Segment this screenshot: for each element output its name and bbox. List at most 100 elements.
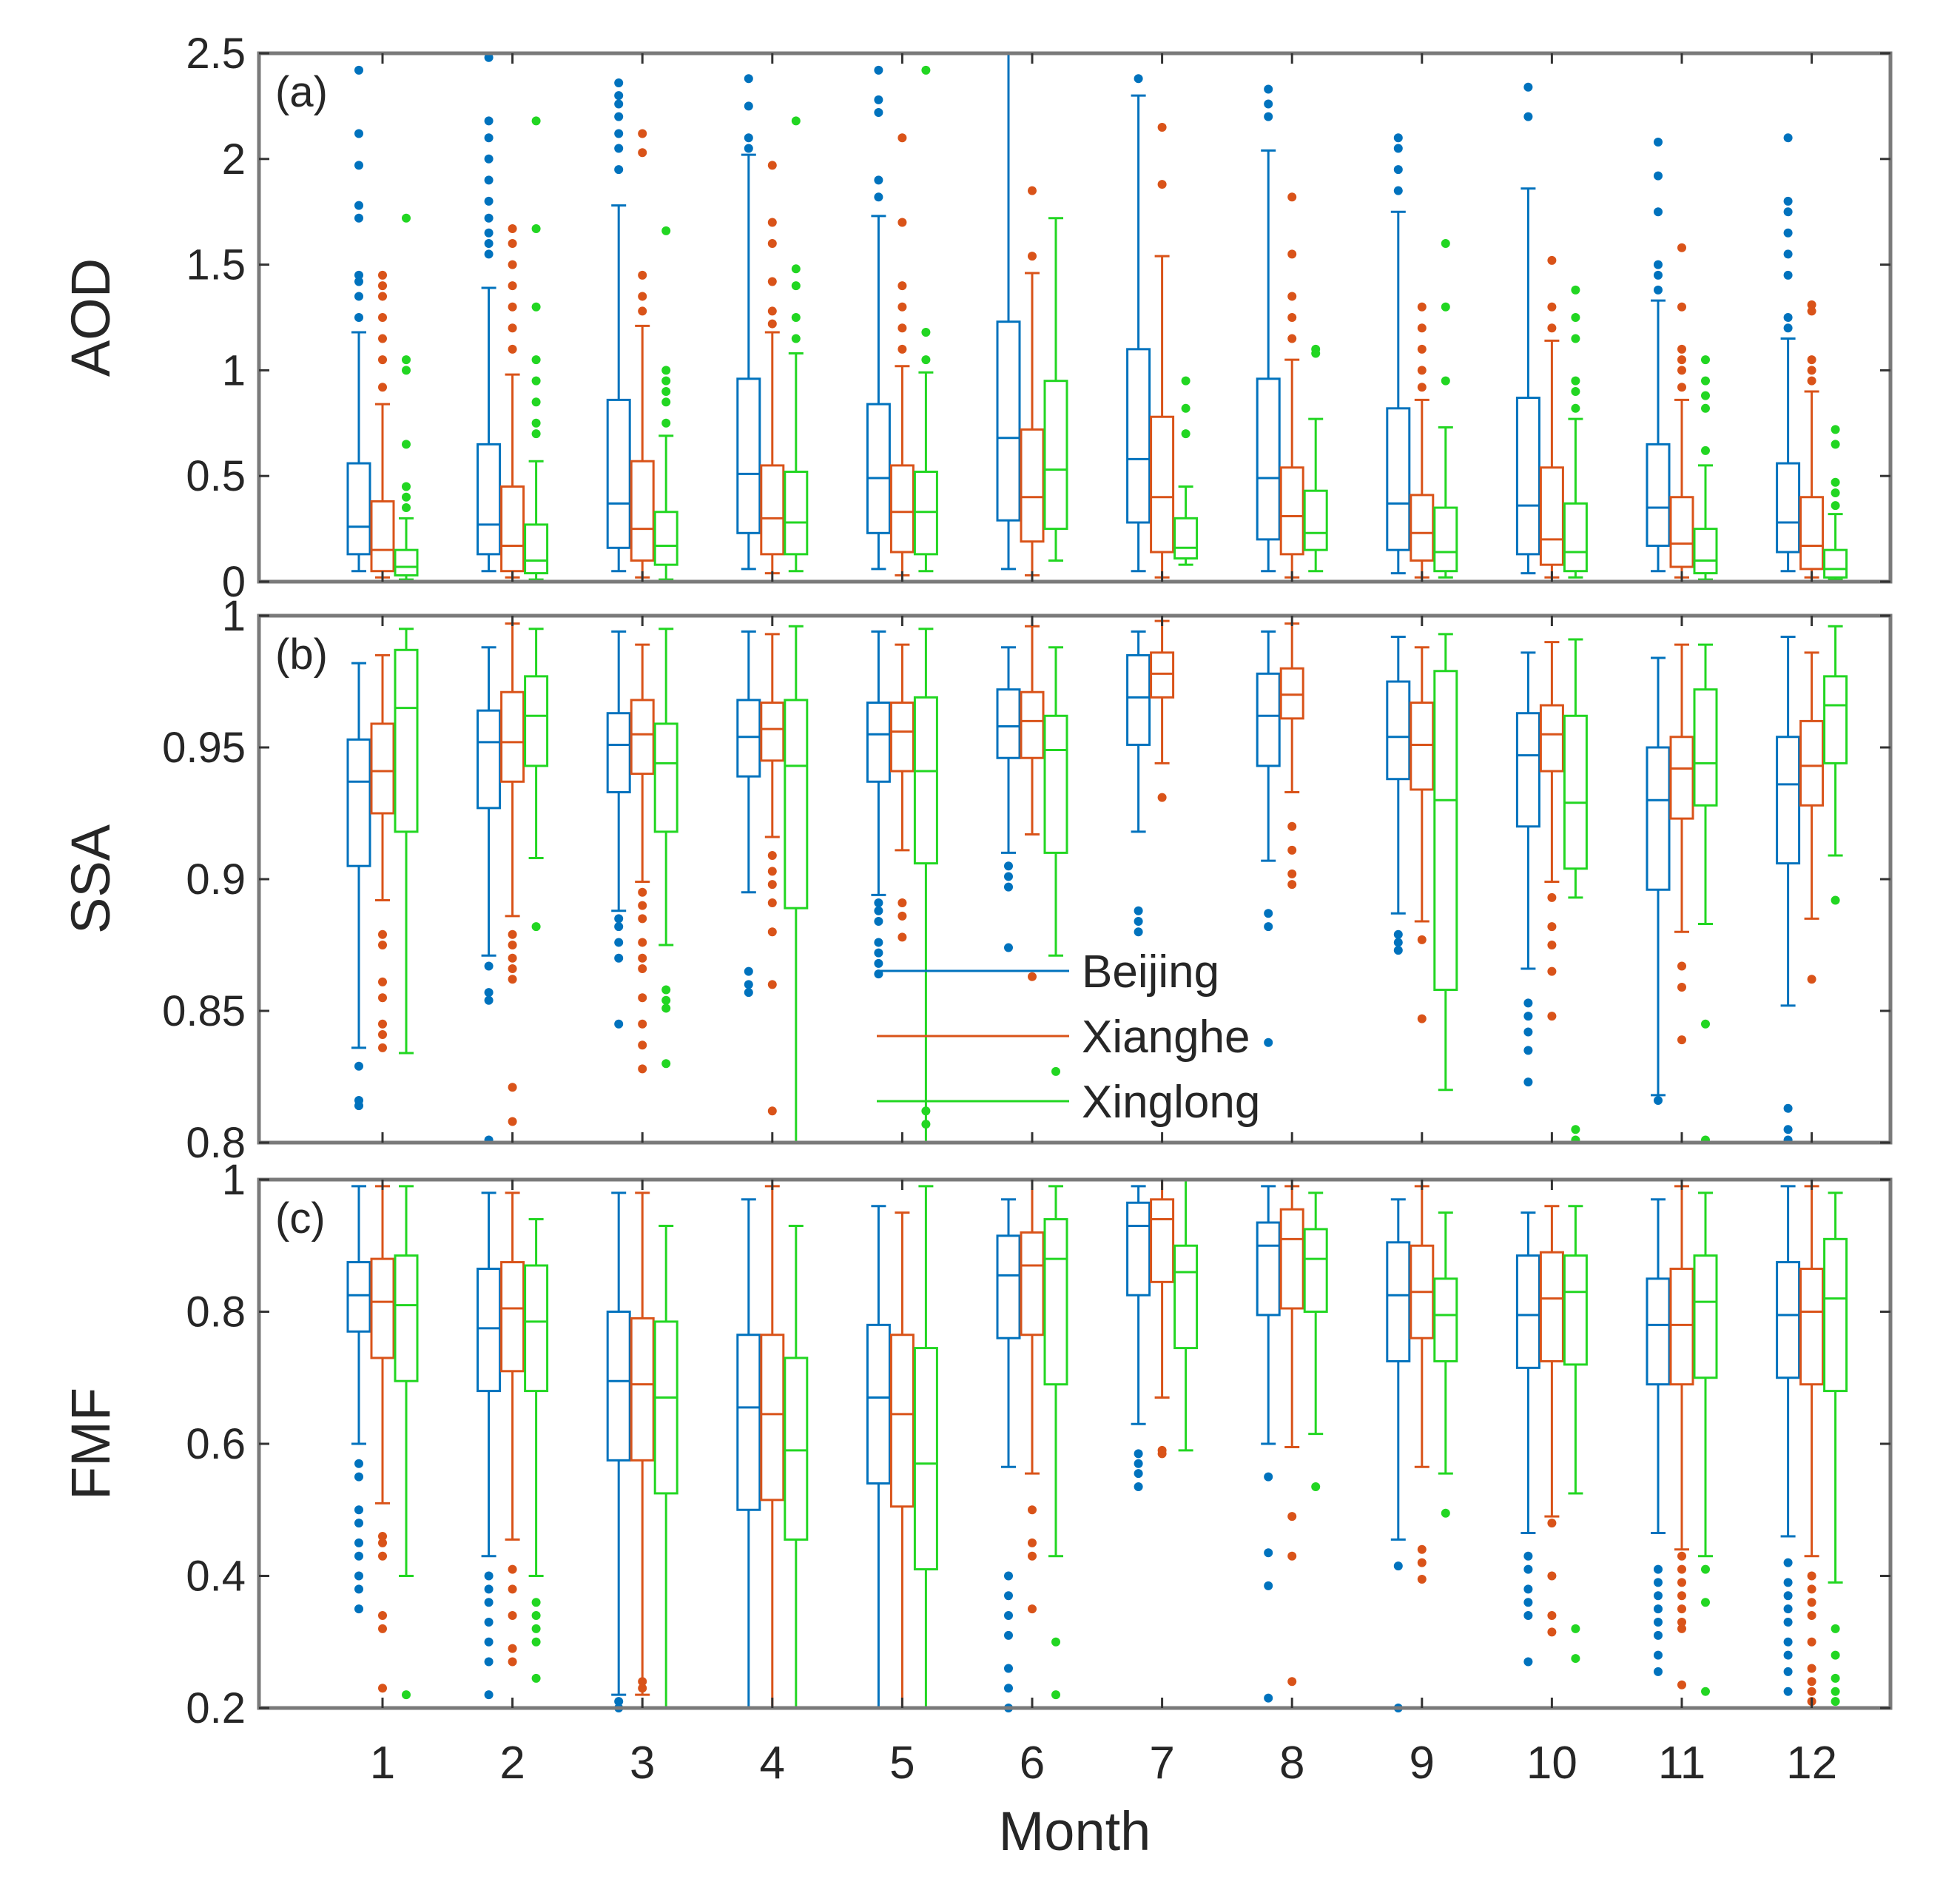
- box-xinglong-month-10: [1563, 1205, 1588, 1664]
- outlier-point: [1677, 1564, 1686, 1574]
- outlier-point: [1134, 916, 1143, 926]
- iqr-box: [1433, 1277, 1458, 1362]
- outlier-point: [1783, 196, 1793, 206]
- outlier-point: [638, 270, 647, 280]
- outlier-point: [1547, 1611, 1557, 1621]
- outlier-point: [1547, 922, 1557, 932]
- outlier-point: [1571, 1125, 1580, 1134]
- outlier-point: [1547, 1012, 1557, 1021]
- outlier-point: [378, 1531, 387, 1541]
- outlier-point: [354, 1472, 363, 1482]
- outlier-point: [402, 366, 411, 375]
- outlier-point: [1523, 82, 1533, 92]
- outlier-point: [354, 1061, 363, 1071]
- outlier-point: [1417, 1558, 1427, 1567]
- box-xianghe-month-12: [1799, 1185, 1825, 1707]
- outlier-point: [354, 270, 363, 280]
- outlier-point: [1701, 1019, 1710, 1029]
- iqr-box: [1776, 1261, 1801, 1379]
- outlier-point: [378, 1043, 387, 1052]
- outlier-point: [1287, 313, 1297, 322]
- iqr-box: [1256, 377, 1281, 541]
- outlier-point: [1287, 845, 1297, 855]
- iqr-box: [370, 500, 395, 573]
- iqr-box: [394, 1254, 419, 1382]
- box-xianghe-month-3: [630, 643, 655, 1074]
- outlier-point: [1677, 1578, 1686, 1587]
- outlier-point: [898, 302, 907, 312]
- outlier-point: [1028, 1505, 1037, 1515]
- outlier-point: [744, 144, 753, 153]
- iqr-box: [1563, 1254, 1588, 1366]
- outlier-point: [638, 914, 647, 924]
- outlier-point: [484, 1690, 494, 1700]
- x-tick-label: 11: [1658, 1738, 1705, 1789]
- outlier-point: [874, 192, 883, 202]
- box-xianghe-month-10: [1539, 641, 1564, 1021]
- outlier-point: [484, 53, 494, 62]
- outlier-point: [402, 355, 411, 365]
- outlier-point: [354, 1584, 363, 1594]
- box-beijing-month-1: [346, 1185, 371, 1614]
- box-xinglong-month-10: [1563, 285, 1588, 579]
- box-xinglong-month-12: [1823, 625, 1848, 905]
- plot-area: [259, 53, 1890, 582]
- outlier-point: [484, 995, 494, 1005]
- outlier-point: [791, 313, 801, 322]
- iqr-box: [1823, 675, 1848, 764]
- outlier-point: [661, 985, 671, 995]
- outlier-point: [508, 302, 517, 312]
- iqr-box: [1433, 506, 1458, 573]
- panel-label: (c): [275, 1194, 326, 1243]
- box-xinglong-month-5: [913, 628, 938, 1144]
- outlier-point: [1677, 982, 1686, 992]
- panel-1: 0 0.5 1 1.5 2 2.5 AOD (a): [60, 30, 1893, 606]
- iqr-box: [1823, 548, 1848, 579]
- outlier-point: [1134, 1449, 1143, 1459]
- panel-3: 0.2 0.4 0.6 0.8 1 FMF (c): [60, 1156, 1893, 1732]
- iqr-box: [1563, 714, 1588, 870]
- iqr-box: [1693, 1254, 1718, 1379]
- outlier-point: [1783, 1667, 1793, 1676]
- outlier-point: [508, 239, 517, 249]
- box-beijing-month-3: [606, 1191, 631, 1712]
- outlier-point: [638, 1040, 647, 1050]
- y-tick-label: 0.85: [162, 987, 246, 1035]
- iqr-box: [913, 696, 938, 865]
- outlier-point: [1783, 1578, 1793, 1587]
- outlier-point: [744, 966, 753, 976]
- outlier-point: [378, 270, 387, 280]
- outlier-point: [378, 1684, 387, 1693]
- y-tick-label: 1.5: [186, 241, 246, 289]
- outlier-point: [661, 418, 671, 428]
- outlier-point: [661, 226, 671, 235]
- outlier-point: [378, 355, 387, 365]
- outlier-point: [1677, 243, 1686, 252]
- y-tick-label: 2.5: [186, 30, 246, 78]
- outlier-point: [638, 1019, 647, 1029]
- outlier-point: [378, 334, 387, 343]
- outlier-point: [508, 281, 517, 291]
- outlier-point: [484, 1571, 494, 1581]
- box-xinglong-month-9: [1433, 1211, 1458, 1518]
- box-xinglong-month-2: [524, 628, 549, 932]
- outlier-point: [354, 1459, 363, 1468]
- box-xianghe-month-2: [500, 622, 525, 1126]
- outlier-point: [1571, 334, 1580, 343]
- box-xianghe-month-11: [1669, 1185, 1694, 1689]
- outlier-point: [1783, 1558, 1793, 1567]
- outlier-point: [898, 133, 907, 143]
- box-beijing-month-2: [476, 646, 502, 1145]
- iqr-box: [1020, 690, 1045, 759]
- outlier-point: [378, 1538, 387, 1547]
- outlier-point: [508, 1584, 517, 1594]
- iqr-box: [760, 464, 785, 556]
- outlier-point: [1831, 425, 1840, 434]
- iqr-box: [1043, 1218, 1068, 1386]
- box-xianghe-month-9: [1410, 646, 1435, 1023]
- iqr-box: [1646, 746, 1671, 891]
- outlier-point: [508, 260, 517, 269]
- box-beijing-month-12: [1776, 635, 1801, 1145]
- outlier-point: [1417, 1544, 1427, 1554]
- outlier-point: [1004, 882, 1013, 892]
